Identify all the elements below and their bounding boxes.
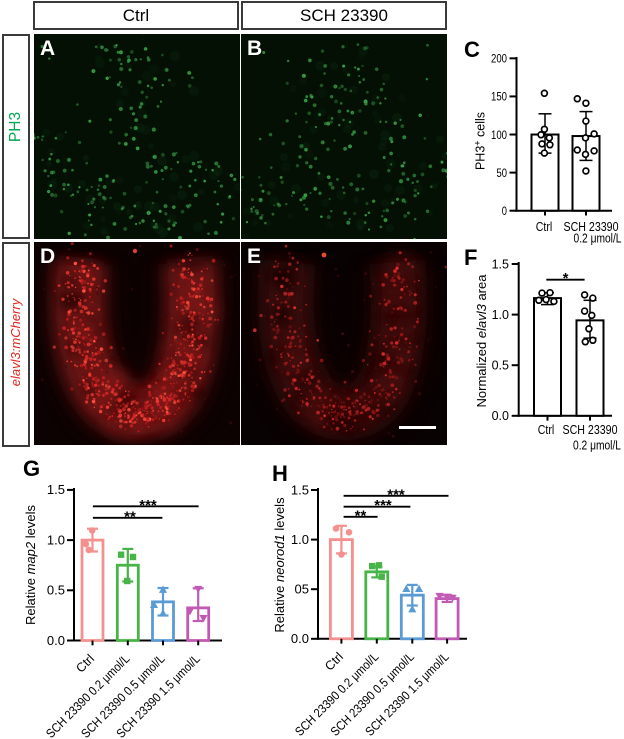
svg-text:SCH 23390: SCH 23390 bbox=[563, 423, 618, 437]
svg-text:***: *** bbox=[387, 486, 405, 503]
svg-text:SCH 23390: SCH 23390 bbox=[564, 220, 619, 234]
svg-text:1.0: 1.0 bbox=[291, 532, 309, 547]
svg-text:Ctrl: Ctrl bbox=[536, 220, 553, 234]
svg-text:***: *** bbox=[374, 497, 392, 514]
svg-text:F: F bbox=[464, 245, 477, 270]
svg-text:05: 05 bbox=[295, 582, 309, 597]
svg-text:Ctrl: Ctrl bbox=[538, 423, 555, 437]
svg-text:100: 100 bbox=[491, 128, 507, 142]
svg-text:0.0: 0.0 bbox=[47, 633, 65, 648]
svg-text:0.0: 0.0 bbox=[291, 631, 309, 646]
svg-text:PH3+ cells: PH3+ cells bbox=[473, 112, 488, 170]
svg-text:1.0: 1.0 bbox=[47, 532, 65, 547]
svg-text:0.2 μmol/L: 0.2 μmol/L bbox=[574, 232, 622, 246]
svg-text:1.5: 1.5 bbox=[492, 257, 509, 271]
svg-text:50: 50 bbox=[497, 166, 508, 180]
svg-text:1.0: 1.0 bbox=[492, 308, 509, 322]
svg-text:0.2 μmol/L: 0.2 μmol/L bbox=[573, 439, 621, 453]
svg-text:1.5: 1.5 bbox=[291, 482, 309, 497]
svg-text:200: 200 bbox=[491, 52, 507, 66]
svg-text:Ctrl: Ctrl bbox=[73, 652, 97, 676]
svg-text:C: C bbox=[464, 37, 480, 62]
svg-text:Ctrl: Ctrl bbox=[322, 650, 346, 674]
svg-text:Relative map2 levels: Relative map2 levels bbox=[23, 505, 38, 625]
svg-text:0.5: 0.5 bbox=[492, 359, 509, 373]
svg-text:Normalized elavl3 area: Normalized elavl3 area bbox=[474, 274, 489, 408]
svg-text:H: H bbox=[272, 461, 288, 486]
svg-text:0.5: 0.5 bbox=[47, 583, 65, 598]
svg-text:*: * bbox=[563, 270, 569, 287]
svg-text:**: ** bbox=[124, 508, 136, 525]
svg-text:0.0: 0.0 bbox=[492, 409, 509, 423]
svg-text:0: 0 bbox=[502, 204, 507, 218]
svg-text:**: ** bbox=[355, 507, 367, 524]
svg-text:1.5: 1.5 bbox=[47, 482, 65, 497]
svg-text:***: *** bbox=[139, 497, 157, 514]
svg-text:Relative neorod1 levels: Relative neorod1 levels bbox=[272, 497, 287, 633]
svg-text:150: 150 bbox=[491, 90, 507, 104]
svg-text:G: G bbox=[23, 456, 40, 481]
